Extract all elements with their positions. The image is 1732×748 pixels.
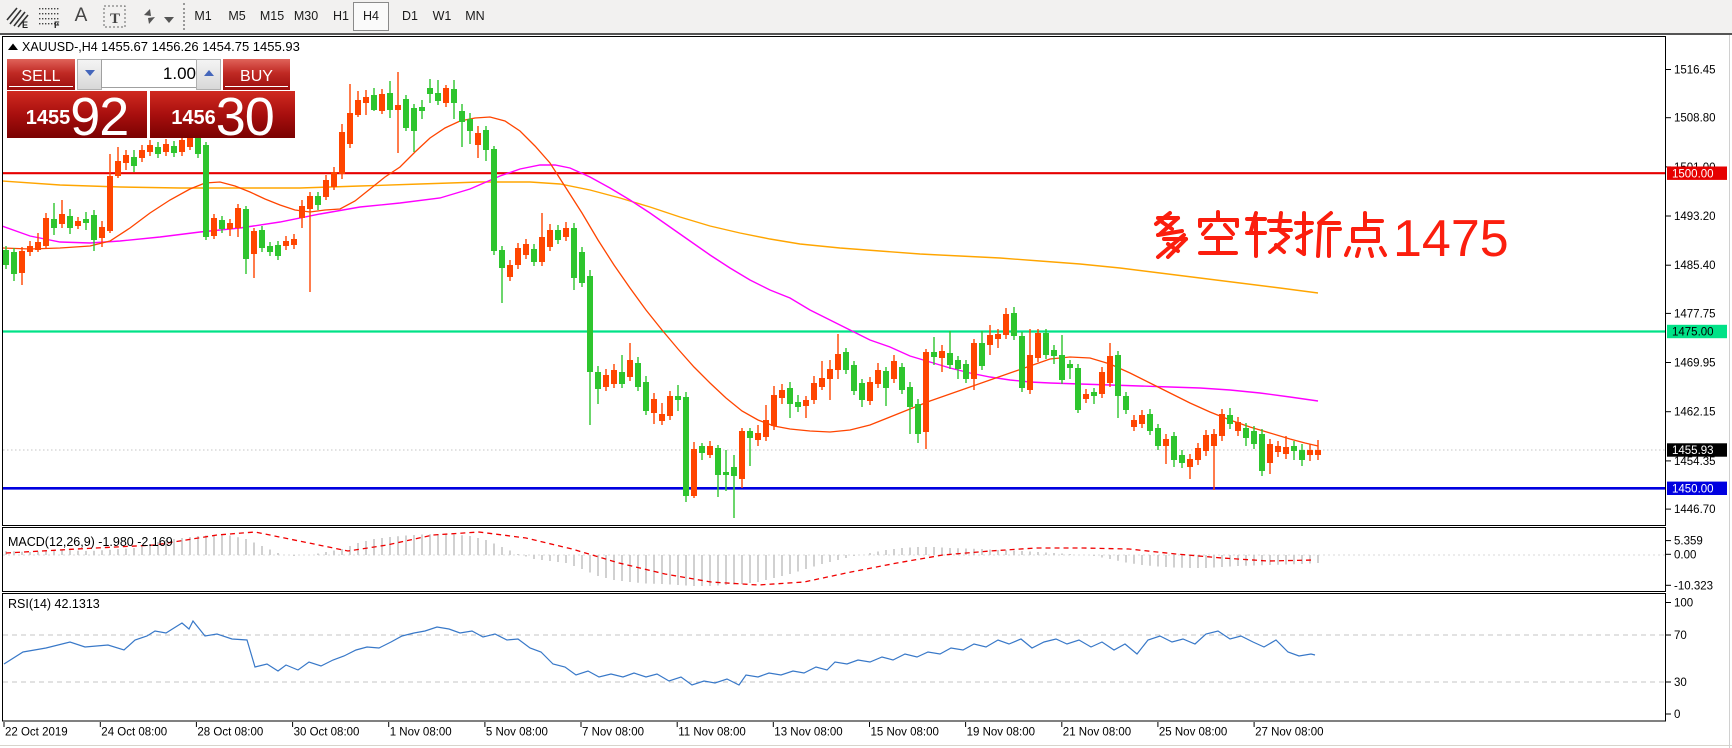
svg-text:24 Oct 08:00: 24 Oct 08:00 — [101, 727, 167, 739]
svg-text:E: E — [22, 20, 28, 30]
svg-text:30: 30 — [1674, 677, 1687, 689]
svg-text:1454.35: 1454.35 — [1674, 456, 1716, 468]
svg-text:1516.45: 1516.45 — [1674, 65, 1716, 77]
svg-text:70: 70 — [1674, 630, 1687, 642]
svg-text:1493.20: 1493.20 — [1674, 211, 1716, 223]
svg-text:T: T — [110, 11, 120, 27]
svg-text:0: 0 — [1674, 709, 1680, 721]
svg-text:100: 100 — [1674, 598, 1693, 610]
svg-text:22 Oct 2019: 22 Oct 2019 — [5, 727, 68, 739]
svg-text:15 Nov 08:00: 15 Nov 08:00 — [871, 727, 939, 739]
svg-text:1508.80: 1508.80 — [1674, 113, 1716, 125]
svg-text:XAUUSD-,H4: XAUUSD-,H4 — [22, 40, 98, 54]
svg-text:28 Oct 08:00: 28 Oct 08:00 — [197, 727, 263, 739]
svg-text:1450.00: 1450.00 — [1672, 484, 1714, 496]
svg-text:1500.00: 1500.00 — [1672, 168, 1714, 180]
svg-text:27 Nov 08:00: 27 Nov 08:00 — [1255, 727, 1323, 739]
svg-text:11 Nov 08:00: 11 Nov 08:00 — [678, 727, 746, 739]
svg-text:-10.323: -10.323 — [1674, 580, 1713, 592]
svg-text:1469.95: 1469.95 — [1674, 358, 1716, 370]
svg-text:30 Oct 08:00: 30 Oct 08:00 — [294, 727, 360, 739]
svg-text:1485.40: 1485.40 — [1674, 260, 1716, 272]
svg-text:25 Nov 08:00: 25 Nov 08:00 — [1159, 727, 1227, 739]
svg-text:1462.15: 1462.15 — [1674, 407, 1716, 419]
svg-text:21 Nov 08:00: 21 Nov 08:00 — [1063, 727, 1131, 739]
svg-text:F: F — [54, 20, 60, 30]
svg-text:5.359: 5.359 — [1674, 536, 1703, 548]
svg-text:7 Nov 08:00: 7 Nov 08:00 — [582, 727, 644, 739]
svg-text:13 Nov 08:00: 13 Nov 08:00 — [774, 727, 842, 739]
svg-text:1477.75: 1477.75 — [1674, 308, 1716, 320]
svg-text:1455.93: 1455.93 — [1672, 445, 1714, 457]
svg-text:1455.67 1456.26 1454.75 1455.9: 1455.67 1456.26 1454.75 1455.93 — [101, 39, 300, 54]
svg-text:19 Nov 08:00: 19 Nov 08:00 — [967, 727, 1035, 739]
svg-text:1475: 1475 — [1393, 210, 1509, 268]
svg-text:1475.00: 1475.00 — [1672, 327, 1714, 339]
svg-text:1 Nov 08:00: 1 Nov 08:00 — [390, 727, 452, 739]
svg-text:MACD(12,26,9) -1.980 -2.169: MACD(12,26,9) -1.980 -2.169 — [8, 535, 173, 549]
svg-text:1446.70: 1446.70 — [1674, 504, 1716, 516]
svg-text:RSI(14) 42.1313: RSI(14) 42.1313 — [8, 597, 100, 611]
svg-text:5 Nov 08:00: 5 Nov 08:00 — [486, 727, 548, 739]
svg-text:0.00: 0.00 — [1674, 549, 1696, 561]
